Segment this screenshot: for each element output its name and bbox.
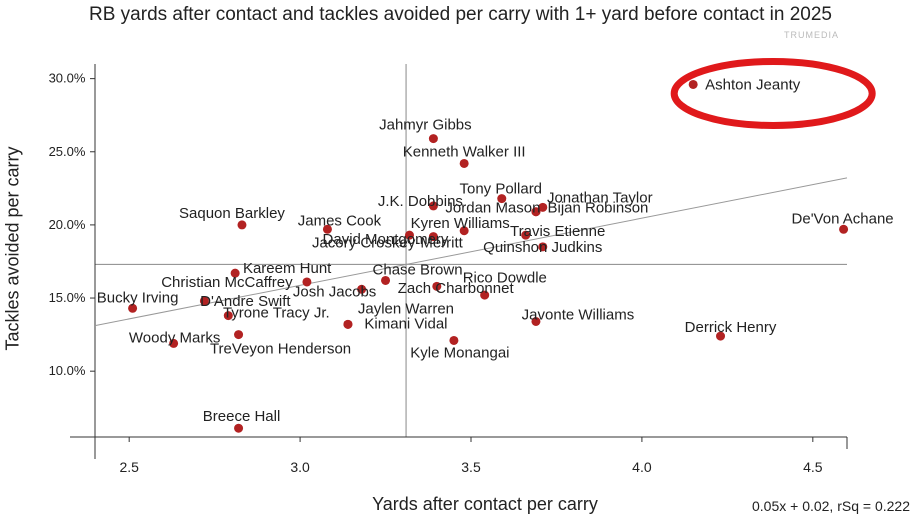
- highlight-ellipse: [670, 57, 876, 129]
- data-point-david-montgomery: [404, 230, 414, 240]
- data-point-quinshon-judkins: [538, 242, 548, 252]
- point-label-d-andre-swift: D'Andre Swift: [200, 293, 291, 310]
- y-tick-label: 10.0%: [49, 363, 86, 378]
- y-tick-label: 25.0%: [49, 144, 86, 159]
- point-label-kyren-williams: Kyren Williams: [411, 215, 510, 232]
- x-tick-label: 3.0: [290, 459, 310, 475]
- point-label-tony-pollard: Tony Pollard: [459, 181, 542, 198]
- data-point-bucky-irving: [128, 303, 138, 313]
- x-tick-label: 4.5: [803, 459, 823, 475]
- data-point-josh-jacobs: [357, 284, 367, 294]
- point-label-derrick-henry: Derrick Henry: [685, 319, 777, 336]
- point-label-breece-hall: Breece Hall: [203, 408, 281, 425]
- point-label-tyrone-tracy-jr: Tyrone Tracy Jr.: [223, 305, 330, 322]
- point-label-travis-etienne: Travis Etienne: [510, 223, 605, 240]
- axes: 10.0% 15.0% 20.0% 25.0% 30.0% 2.5 3.0 3.5 4.0 4.5: [49, 64, 848, 475]
- watermark-logo: TRUMEDIA: [784, 30, 839, 40]
- data-point-tony-pollard: [497, 194, 507, 204]
- x-tick-label: 4.0: [632, 459, 652, 475]
- data-point-kareem-hunt: [230, 268, 240, 278]
- point-label-saquon-barkley: Saquon Barkley: [179, 205, 285, 222]
- point-label-jordan-mason: Jordan Mason: [445, 200, 540, 217]
- point-label-kareem-hunt: Kareem Hunt: [243, 260, 332, 277]
- data-point-james-cook: [322, 224, 332, 234]
- x-tick-label: 2.5: [119, 459, 139, 475]
- data-point-christian-mccaffrey: [302, 277, 312, 287]
- x-axis-label: Yards after contact per carry: [372, 494, 598, 514]
- point-label-christian-mccaffrey: Christian McCaffrey: [161, 274, 293, 291]
- data-point-ashton-jeanty: [688, 79, 698, 89]
- data-point-rico-dowdle: [432, 281, 442, 291]
- regression-line: [94, 177, 848, 327]
- point-label-chase-brown: Chase Brown: [373, 261, 463, 278]
- point-label-bijan-robinson: Bijan Robinson: [547, 200, 648, 217]
- point-label-woody-marks: Woody Marks: [129, 329, 220, 346]
- data-point-breece-hall: [234, 423, 244, 433]
- y-axis-label: Tackles avoided per carry: [2, 146, 23, 351]
- data-point-woody-marks: [169, 338, 179, 348]
- x-tick-label: 3.5: [461, 459, 481, 475]
- data-point-jacory-croskey-merritt: [428, 232, 438, 242]
- y-tick-label: 15.0%: [49, 290, 86, 305]
- point-label-kyle-monangai: Kyle Monangai: [410, 344, 509, 361]
- data-point-kenneth-walker-iii: [459, 158, 469, 168]
- chart-title: RB yards after contact and tackles avoid…: [89, 4, 832, 25]
- data-point-jahmyr-gibbs: [428, 134, 438, 144]
- y-tick-label: 30.0%: [49, 71, 86, 86]
- highlight-ring: [670, 57, 876, 129]
- data-point-bijan-robinson: [531, 207, 541, 217]
- point-label-ashton-jeanty: Ashton Jeanty: [705, 76, 801, 93]
- point-label-james-cook: James Cook: [298, 212, 382, 229]
- data-point-chase-brown: [381, 275, 391, 285]
- point-label-zach-charbonnet: Zach Charbonnet: [398, 280, 515, 297]
- y-tick-label: 20.0%: [49, 217, 86, 232]
- reference-lines: [95, 64, 847, 437]
- point-label-bucky-irving: Bucky Irving: [97, 289, 179, 306]
- point-label-david-montgomery: David Montgomery: [323, 231, 449, 248]
- data-point-kyren-williams: [459, 226, 469, 236]
- point-label-josh-jacobs: Josh Jacobs: [293, 283, 376, 300]
- data-point-travis-etienne: [521, 230, 531, 240]
- point-label-kimani-vidal: Kimani Vidal: [364, 315, 447, 332]
- point-label-j-k-dobbins: J.K. Dobbins: [378, 193, 463, 210]
- regression-equation: 0.05x + 0.02, rSq = 0.222: [751, 498, 910, 514]
- data-point-javonte-williams: [531, 316, 541, 326]
- data-point-j-k-dobbins: [428, 201, 438, 211]
- point-label-javonte-williams: Javonte Williams: [522, 306, 635, 323]
- data-point-d-andre-swift: [199, 296, 209, 306]
- point-label-kenneth-walker-iii: Kenneth Walker III: [403, 143, 526, 160]
- data-point-tyrone-tracy-jr: [223, 311, 233, 321]
- point-label-jacory-croskey-merritt: Jacory Croskey-Merritt: [312, 235, 464, 252]
- data-points: [128, 79, 849, 433]
- point-label-jaylen-warren: Jaylen Warren: [358, 300, 454, 317]
- data-point-jonathan-taylor: [538, 202, 548, 212]
- data-point-saquon-barkley: [237, 220, 247, 230]
- point-label-jonathan-taylor: Jonathan Taylor: [547, 189, 653, 206]
- point-label-treveyon-henderson: TreVeyon Henderson: [210, 341, 351, 358]
- data-point-de-von-achane: [839, 224, 849, 234]
- data-point-zach-charbonnet: [480, 290, 490, 300]
- data-point-kimani-vidal: [343, 319, 353, 329]
- data-point-treveyon-henderson: [234, 330, 244, 340]
- trend-line: [94, 177, 848, 327]
- point-label-quinshon-judkins: Quinshon Judkins: [483, 239, 602, 256]
- data-point-derrick-henry: [716, 331, 726, 341]
- point-label-jahmyr-gibbs: Jahmyr Gibbs: [379, 117, 472, 134]
- point-labels: Ashton Jeanty Jahmyr Gibbs Kenneth Walker …: [97, 76, 894, 425]
- data-point-kyle-monangai: [449, 335, 459, 345]
- point-label-rico-dowdle: Rico Dowdle: [463, 269, 547, 286]
- point-label-de-von-achane: De'Von Achane: [792, 210, 894, 227]
